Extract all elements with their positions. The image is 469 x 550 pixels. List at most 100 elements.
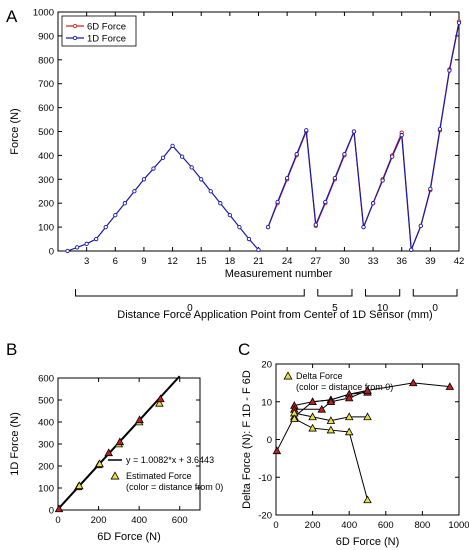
chart-a-ytick-label: 0 [49,247,54,258]
chart-b-xtick-label: 0 [55,515,60,526]
chart-a-xtick-label: 24 [282,256,293,267]
chart-c-legend-marker [283,371,293,380]
chart-a-series-line [267,21,460,251]
chart-a-point [409,247,414,252]
chart-c-xtick-label: 800 [414,520,430,531]
chart-a-series-line [67,144,259,252]
panel-label-b: B [6,340,17,359]
panel-label-c: C [238,340,250,359]
chart-a-point [218,201,223,206]
chart-a-point [265,224,271,230]
chart-a-point [103,224,108,230]
chart-a-point [332,175,338,181]
chart-a-distance-group-label: 0 [187,303,193,314]
chart-a-point [151,166,156,171]
panel-label-a: A [6,7,18,26]
chart-a-legend-label: 1D Force [87,34,126,45]
chart-a-xtick-label: 42 [454,256,465,267]
chart-a-xtick-label: 3 [84,256,89,267]
chart-a-point [199,177,204,182]
chart-a-ytick-label: 500 [38,127,54,138]
chart-a-ytick-label: 900 [38,31,54,42]
chart-b-point [104,448,113,457]
chart-a-point [294,152,299,157]
chart-c-point [326,425,336,434]
chart-a-point [113,212,118,218]
chart-a-point [428,186,433,192]
chart-a-point [447,68,452,73]
chart-a-distance-bracket [412,289,458,297]
chart-c-ylabel: Delta Force (N): F 1D - F 6D [241,370,253,509]
chart-c-point [363,412,372,421]
chart-a-series-line [267,22,460,251]
chart-a-point [84,241,89,246]
chart-a-point [313,222,318,227]
chart-a-xtick-label: 27 [310,256,321,267]
chart-a-point [370,201,376,206]
chart-b-point [155,398,164,407]
chart-a-point [390,154,395,159]
chart-a-xtick-label: 12 [167,256,178,267]
chart-c-point [317,404,327,413]
chart-a-distance-group-label: 10 [377,303,389,314]
chart-b-point [135,415,144,424]
chart-b-legend: y = 1.0082*x + 3.6443 Estimated Force(col… [108,455,223,492]
chart-a-legend-label: 6D Force [87,22,126,33]
chart-c-point [290,414,299,423]
chart-a-ytick-label: 800 [38,55,54,66]
chart-a-point [208,189,213,194]
chart-c-point [445,382,455,390]
chart-c-point [308,412,317,421]
chart-a-point [237,224,242,230]
chart-b-ytick-label: 500 [38,396,54,407]
chart-a-ytick-label: 300 [38,175,54,186]
chart-a-ytick-label: 700 [38,79,54,90]
chart-a-point [456,20,462,25]
chart-c-xlabel: 6D Force (N) [336,536,400,548]
chart-c-xtick-label: 400 [341,520,357,531]
chart-a-point [418,223,423,229]
chart-a-point [342,152,347,157]
chart-a-xtick-label: 21 [253,256,264,267]
chart-c-xtick-label: 600 [378,520,394,531]
chart-a-distance-group-label: 0 [432,303,438,314]
chart-b: 0 100 200 300 400 500 600 0 200 400 600 6D Force (N… [9,374,223,544]
chart-c-point [363,495,372,504]
chart-a-xtick-label: 33 [368,256,379,267]
chart-c-legend-marker-sub: (color = distance from 0) [296,382,393,392]
chart-b-xlabel: 6D Force (N) [97,531,161,543]
chart-c-ytick-label: 10 [261,397,272,408]
chart-c-point [272,446,282,455]
chart-a-distance-group-label: 5 [332,303,338,314]
chart-a-point [160,155,166,160]
chart-a-point [132,189,137,194]
chart-c-point [326,397,336,406]
chart-a-distance-bracket [75,289,305,297]
chart-c-point [344,393,354,402]
chart-b-ytick-label: 100 [38,484,54,495]
chart-c-ytick-label: 20 [261,360,272,371]
chart-a-xtick-label: 9 [141,256,146,267]
chart-c-point [363,386,372,394]
chart-a-point [437,126,443,132]
chart-a-distance-label: Distance Force Application Point from Ce… [117,309,432,321]
chart-b-ytick-label: 0 [49,506,54,517]
chart-a-plot-frame [57,11,460,252]
chart-a-point [351,129,357,134]
chart-a-xlabel: Measurement number [225,268,333,280]
chart-a-point [284,175,290,181]
chart-a-point [256,247,261,252]
chart-a-xtick-label: 6 [113,256,118,267]
chart-b-point [156,394,165,403]
chart-b-point [95,459,104,468]
chart-b-point [115,437,125,446]
chart-b-ytick-label: 400 [38,418,54,429]
chart-a-point [65,248,70,254]
chart-a-distance-bracket [365,289,401,297]
chart-a-distance-bracket [317,289,353,297]
chart-a-legend-marker [72,23,78,29]
chart-a-point [246,236,252,242]
chart-a-point [179,154,185,159]
